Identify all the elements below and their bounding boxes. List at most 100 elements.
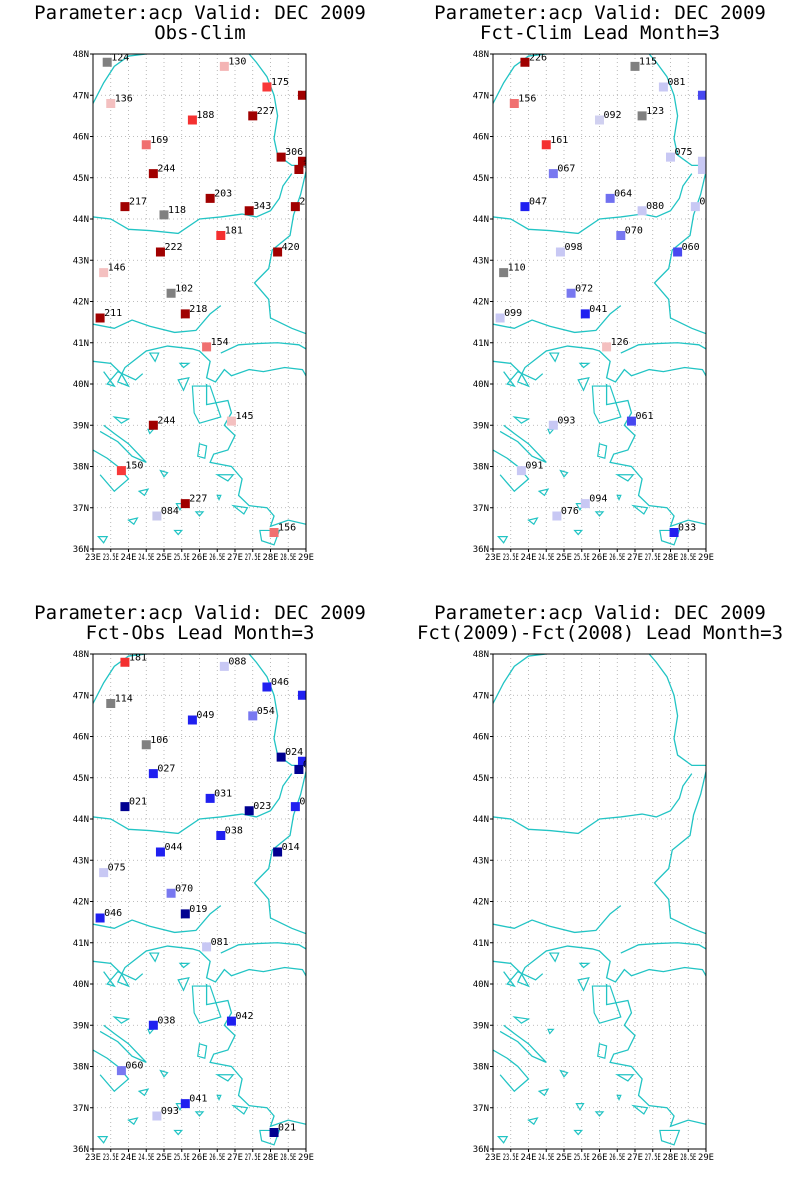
lon-tick-label: 26.5E	[609, 1153, 625, 1163]
station-value-label: 092	[604, 110, 622, 121]
station-marker	[148, 420, 158, 430]
station-value-label: 041	[589, 304, 607, 315]
station-marker	[595, 115, 604, 125]
lon-tick-label: 28.5E	[280, 553, 296, 563]
station-value-label: 019	[189, 904, 207, 915]
station-marker	[219, 61, 229, 71]
island	[597, 443, 608, 460]
island	[137, 488, 150, 497]
station-marker	[297, 90, 306, 100]
coastline	[503, 970, 544, 988]
coastline	[493, 305, 622, 334]
station-marker	[697, 156, 706, 166]
station-marker	[102, 57, 112, 67]
island	[537, 488, 550, 497]
lat-tick-label: 40N	[73, 380, 89, 390]
station-marker	[276, 152, 286, 162]
station-marker	[106, 99, 116, 108]
island	[159, 469, 169, 478]
station-marker	[626, 416, 636, 426]
lon-tick-label: 27E	[227, 553, 243, 563]
station-value-label: 102	[175, 283, 193, 294]
station-value-label: 014	[282, 842, 300, 853]
lat-tick-label: 43N	[473, 256, 489, 266]
station-marker	[152, 1111, 162, 1121]
island	[177, 377, 190, 392]
station-marker	[297, 156, 306, 166]
station-marker	[244, 206, 254, 216]
station-value-label: 244	[157, 164, 175, 175]
island	[573, 529, 584, 536]
lat-tick-label: 39N	[73, 1021, 89, 1031]
lon-tick-label: 27.5E	[245, 1153, 261, 1163]
station-value-label: 150	[125, 461, 143, 472]
lon-tick-label: 29E	[298, 553, 314, 563]
station-marker	[673, 247, 683, 257]
station-value-label: 110	[508, 263, 526, 274]
lat-tick-label: 36N	[73, 545, 89, 555]
station-value-label: 038	[225, 826, 243, 837]
island	[194, 1111, 205, 1117]
station-marker	[95, 313, 105, 323]
island	[512, 416, 531, 424]
station-marker	[276, 752, 286, 762]
station-marker	[99, 868, 109, 878]
island	[177, 977, 190, 992]
lon-tick-label: 25E	[556, 553, 572, 563]
station-marker	[159, 210, 169, 220]
station-marker	[666, 152, 675, 162]
island	[591, 985, 622, 1024]
island	[194, 511, 205, 517]
station-value-label: 060	[682, 242, 700, 253]
station-marker	[566, 288, 576, 298]
lat-tick-label: 47N	[73, 691, 89, 701]
lat-tick-label: 48N	[473, 650, 489, 660]
lat-tick-label: 42N	[73, 298, 89, 308]
station-value-label: 088	[228, 656, 246, 667]
island	[216, 1094, 222, 1102]
island	[578, 362, 591, 369]
station-value-label: 154	[211, 337, 229, 348]
station-value-label: 093	[557, 415, 575, 426]
lat-tick-label: 43N	[73, 256, 89, 266]
island	[615, 1074, 635, 1082]
coastline	[585, 654, 706, 767]
island	[97, 1136, 109, 1144]
station-marker	[294, 765, 304, 774]
island	[112, 1016, 131, 1024]
station-value-label: 023	[253, 801, 271, 812]
coastline	[220, 342, 306, 354]
station-value-label: 094	[589, 494, 607, 505]
station-marker	[602, 342, 612, 352]
station-value-label: 054	[257, 706, 275, 717]
lat-tick-label: 36N	[473, 1145, 489, 1155]
station-marker	[552, 511, 562, 521]
coastline	[103, 370, 144, 388]
lon-tick-label: 26.5E	[609, 553, 625, 563]
lon-tick-label: 23E	[485, 553, 501, 563]
island	[191, 385, 222, 424]
lon-tick-label: 25.5E	[174, 553, 190, 563]
lon-tick-label: 26E	[192, 1153, 208, 1163]
station-value-label: 041	[189, 1094, 207, 1105]
lon-tick-label: 26.5E	[209, 553, 225, 563]
island	[127, 517, 139, 526]
lon-tick-label: 28.5E	[680, 553, 696, 563]
island	[231, 504, 249, 515]
station-marker	[187, 115, 197, 125]
station-marker	[658, 82, 668, 92]
coastline	[93, 173, 293, 235]
station-marker	[669, 528, 679, 537]
lat-tick-label: 36N	[73, 1145, 89, 1155]
lon-tick-label: 28E	[663, 1153, 679, 1163]
lat-tick-label: 44N	[73, 215, 89, 225]
station-value-label: 044	[164, 842, 182, 853]
station-marker	[116, 466, 126, 476]
lon-tick-label: 23E	[485, 1153, 501, 1163]
lon-tick-label: 26E	[592, 1153, 608, 1163]
coastline	[199, 950, 306, 983]
